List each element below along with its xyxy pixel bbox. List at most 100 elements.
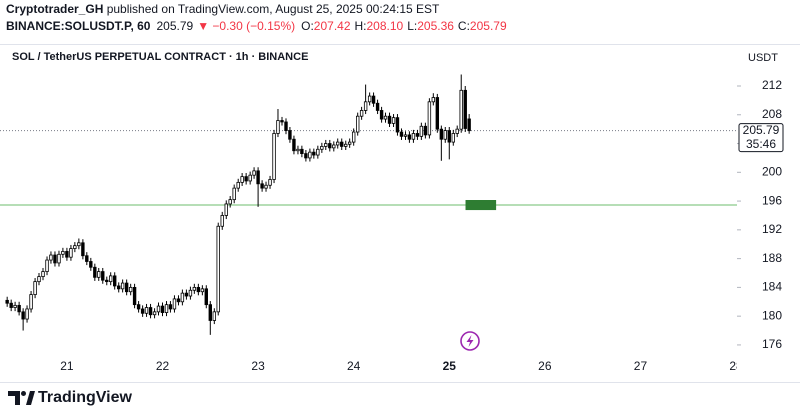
candle-body — [180, 292, 185, 303]
candle-body — [224, 203, 228, 216]
candle-body — [200, 288, 205, 293]
candle-body — [387, 115, 392, 124]
candle-body — [359, 110, 364, 117]
candle-body — [316, 148, 320, 156]
author: Cryptotrader_GH — [6, 2, 103, 16]
candle-body — [351, 131, 356, 143]
candle-body — [184, 292, 189, 297]
ohlc-label: H: — [355, 19, 367, 33]
y-tick-label: 200 — [762, 164, 782, 178]
candle-body — [208, 304, 212, 321]
candle-body — [85, 255, 89, 262]
candle-body — [132, 286, 137, 306]
candle-body — [212, 311, 217, 321]
candle-body — [152, 311, 157, 316]
lightning-icon[interactable] — [460, 331, 480, 351]
y-tick-label: 208 — [762, 107, 782, 121]
candle-body — [459, 89, 463, 130]
price-label: 205.79 — [743, 123, 780, 137]
ohlc-value: 205.36 — [417, 19, 454, 33]
candle-body — [65, 251, 69, 258]
candle-body — [41, 271, 45, 278]
chart-title: SOL / TetherUS PERPETUAL CONTRACT · 1h ·… — [12, 51, 308, 63]
candle-body — [97, 271, 101, 278]
candle-body — [81, 242, 85, 257]
candle-body — [300, 148, 304, 155]
candle-body — [336, 141, 340, 146]
candle-body — [25, 308, 29, 320]
candle-body — [355, 115, 360, 133]
candle-body — [347, 141, 352, 145]
candle-body — [73, 245, 77, 249]
candle-body — [308, 151, 312, 159]
candle-body — [284, 121, 288, 131]
logo-mark — [8, 391, 20, 405]
candle-body — [431, 97, 436, 103]
candle-body — [288, 130, 292, 140]
candle-body — [113, 275, 117, 287]
candle-body — [188, 289, 193, 297]
candle-body — [371, 95, 376, 104]
candle-body — [9, 302, 13, 308]
candle-body — [29, 294, 33, 310]
brand: TradingView — [38, 389, 133, 406]
candle-body — [411, 133, 416, 140]
candle-body — [33, 281, 37, 295]
icon-bolt — [466, 335, 474, 347]
price-axis-panel — [737, 45, 800, 382]
candle-body — [304, 153, 308, 159]
y-tick-label: 176 — [762, 337, 782, 351]
candle-body — [320, 146, 324, 150]
candle-body — [53, 254, 57, 264]
candle-body — [236, 181, 240, 189]
header-line-2: BINANCE:SOLUSDT.P, 60 205.79 ▼ −0.30 (−0.1… — [6, 19, 507, 33]
candle-body — [220, 215, 224, 227]
candle-body — [312, 151, 316, 156]
candle-body — [332, 144, 336, 149]
candle-body — [240, 176, 244, 183]
drawn-box — [465, 200, 497, 211]
ohlc-label: L: — [407, 19, 417, 33]
candle-body — [328, 143, 332, 149]
candle-body — [172, 298, 177, 310]
candle-body — [176, 298, 181, 303]
candle-body — [228, 199, 232, 205]
candle-body — [120, 282, 125, 290]
candle-body — [37, 276, 41, 283]
candle-body — [128, 286, 133, 293]
candle-body — [455, 128, 459, 134]
ohlc-label: C: — [458, 19, 470, 33]
candle-body — [196, 286, 201, 293]
candle-body — [57, 253, 61, 264]
ohlc-label: O: — [301, 19, 314, 33]
candle-body — [340, 141, 344, 147]
candle-body — [117, 285, 121, 290]
y-tick-label: 180 — [762, 308, 782, 322]
candle-body — [379, 110, 384, 120]
candle-body — [395, 117, 400, 133]
candle-body — [192, 286, 197, 291]
candle-body — [204, 288, 208, 306]
candle-body — [164, 304, 169, 313]
candle-body — [439, 128, 444, 140]
candle-body — [148, 307, 153, 316]
published: published on TradingView.com, August 25,… — [103, 2, 440, 16]
ohlc-value: 207.42 — [314, 19, 351, 33]
candle-body — [93, 266, 97, 278]
candle-body — [124, 282, 129, 293]
candle-body — [136, 304, 141, 310]
x-tick-label: 27 — [634, 359, 648, 373]
candle-body — [296, 148, 300, 152]
y-tick-label: 196 — [762, 193, 782, 207]
candle-body — [232, 187, 236, 201]
candle-body — [260, 183, 264, 189]
symbol: BINANCE:SOLUSDT.P, 60 — [6, 19, 151, 33]
candle-body — [391, 117, 396, 124]
logo-dot — [21, 391, 26, 396]
candle-body — [69, 248, 73, 258]
candle-body — [367, 95, 372, 103]
x-tick-label: 25 — [443, 359, 457, 373]
candle-body — [272, 133, 276, 180]
